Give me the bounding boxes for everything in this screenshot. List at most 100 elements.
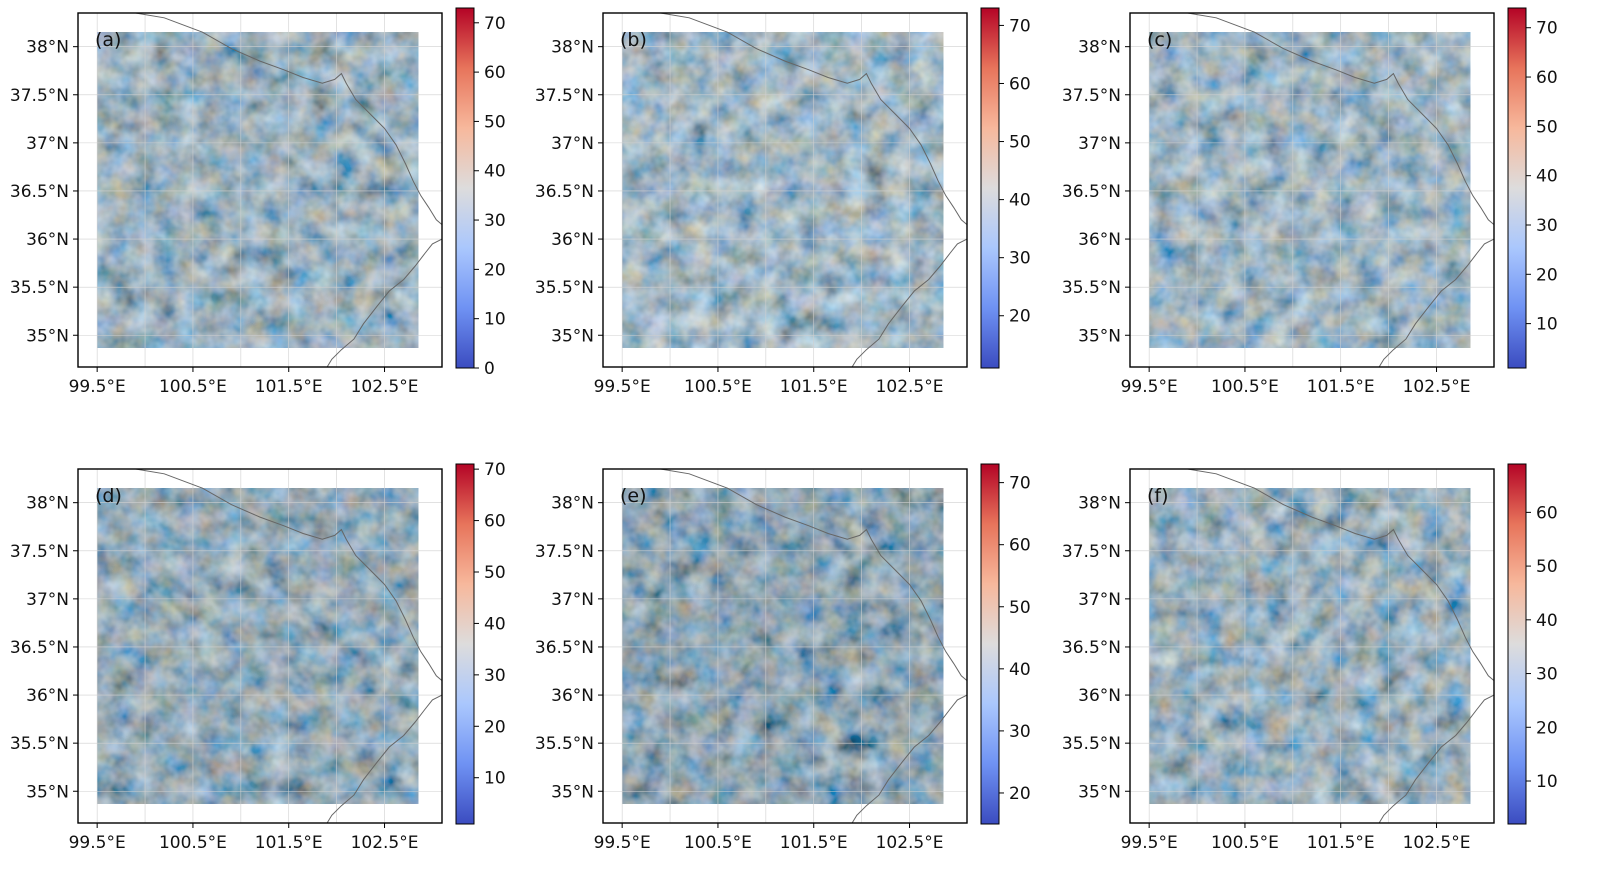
province-border [135, 13, 442, 225]
x-tick-label: 102.5°E [351, 377, 419, 397]
y-tick-label: 38°N [1078, 38, 1121, 58]
y-tick-label: 35°N [26, 326, 69, 346]
y-tick-label: 35.5°N [10, 278, 69, 298]
colorbar-tick-label: 60 [1536, 503, 1558, 523]
colorbar-tick-label: 20 [1536, 265, 1558, 285]
colorbar-tick-label: 50 [1009, 598, 1031, 618]
colorbar-tick-label: 50 [1536, 557, 1558, 577]
y-tick-label: 37.5°N [10, 86, 69, 106]
province-border [1378, 694, 1494, 823]
x-tick-label: 101.5°E [1307, 377, 1375, 397]
colorbar-d: 10 20 30 40 50 60 70 [455, 460, 506, 825]
map-frame [1129, 12, 1495, 368]
colorbar-gradient [455, 463, 475, 825]
colorbar-tick-label: 30 [1009, 722, 1031, 742]
data-field-texture [622, 488, 944, 804]
panel-label: (a) [95, 29, 121, 51]
x-tick-label: 99.5°E [594, 377, 651, 397]
panel-label: (d) [95, 485, 122, 507]
y-tick-label: 35°N [26, 782, 69, 802]
y-tick-label: 35.5°N [1062, 278, 1121, 298]
y-tick-label: 36.5°N [1062, 638, 1121, 658]
data-field-texture [1149, 32, 1471, 348]
colorbar-tick-label: 30 [1536, 216, 1558, 236]
x-tick-label: 99.5°E [69, 377, 126, 397]
y-tick-label: 38°N [551, 38, 594, 58]
y-tick-label: 38°N [26, 494, 69, 514]
panel-label: (e) [620, 485, 647, 507]
colorbar-tick-label: 40 [484, 614, 506, 634]
colorbar-gradient [980, 7, 1000, 369]
colorbar-tick-label: 30 [1536, 665, 1558, 685]
colorbar-tick-label: 70 [1009, 474, 1031, 494]
y-tick-label: 37°N [1078, 590, 1121, 610]
colorbar-gradient [455, 7, 475, 369]
y-tick-label: 36°N [26, 686, 69, 706]
y-tick-label: 37°N [551, 590, 594, 610]
x-tick-label: 100.5°E [684, 377, 752, 397]
colorbar-c: 10 20 30 40 50 60 70 [1507, 7, 1558, 369]
y-tick-label: 36.5°N [10, 182, 69, 202]
map-panel-e: (e) 99.5°E 100.5°E 101.5°E 102.5°E 35°N 35.5°N… [535, 463, 1031, 853]
colorbar-tick-label: 40 [1536, 611, 1558, 631]
x-tick-label: 99.5°E [69, 833, 126, 853]
x-tick-label: 101.5°E [780, 833, 848, 853]
data-field-texture [97, 32, 419, 348]
province-border [135, 469, 442, 681]
colorbar-tick-label: 70 [484, 460, 506, 480]
colorbar-tick-label: 60 [1009, 74, 1031, 94]
y-tick-label: 37.5°N [10, 542, 69, 562]
y-tick-label: 37.5°N [535, 542, 594, 562]
y-tick-label: 36.5°N [1062, 182, 1121, 202]
colorbar-tick-label: 50 [484, 563, 506, 583]
x-tick-label: 99.5°E [1121, 377, 1178, 397]
y-tick-label: 35.5°N [535, 278, 594, 298]
colorbar-tick-label: 40 [1009, 660, 1031, 680]
data-field-texture [622, 32, 944, 348]
y-tick-label: 35°N [1078, 326, 1121, 346]
colorbar-gradient [980, 463, 1000, 825]
y-tick-label: 35°N [551, 326, 594, 346]
y-tick-label: 35.5°N [535, 734, 594, 754]
colorbar-gradient [1507, 7, 1527, 369]
x-tick-label: 102.5°E [1403, 377, 1471, 397]
province-border [1378, 238, 1494, 367]
colorbar-tick-label: 40 [1536, 167, 1558, 187]
y-tick-label: 36°N [1078, 230, 1121, 250]
colorbar-b: 20 30 40 50 60 70 [980, 7, 1031, 369]
data-field-texture [97, 488, 419, 804]
province-border [1187, 13, 1494, 225]
colorbar-tick-label: 50 [1009, 133, 1031, 153]
y-tick-label: 35.5°N [1062, 734, 1121, 754]
panel-label: (b) [620, 29, 647, 51]
y-tick-label: 36.5°N [535, 638, 594, 658]
province-border [851, 694, 967, 823]
map-panel-d: (d) 99.5°E 100.5°E 101.5°E 102.5°E 35°N 35.5°N… [10, 460, 506, 853]
province-border [1187, 469, 1494, 681]
x-tick-label: 99.5°E [1121, 833, 1178, 853]
y-tick-label: 36°N [551, 686, 594, 706]
y-tick-label: 35°N [1078, 782, 1121, 802]
y-tick-label: 38°N [1078, 494, 1121, 514]
colorbar-tick-label: 60 [484, 512, 506, 532]
map-frame [602, 12, 968, 368]
colorbar-tick-label: 10 [1536, 772, 1558, 792]
colorbar-tick-label: 50 [1536, 117, 1558, 137]
colorbar-tick-label: 30 [1009, 249, 1031, 269]
colorbar-tick-label: 20 [484, 717, 506, 737]
colorbar-tick-label: 30 [484, 211, 506, 231]
map-frame [77, 468, 443, 824]
y-tick-label: 37°N [26, 134, 69, 154]
colorbar-tick-label: 20 [1009, 784, 1031, 804]
colorbar-tick-label: 70 [1009, 16, 1031, 36]
province-border [851, 238, 967, 367]
x-tick-label: 102.5°E [1403, 833, 1471, 853]
province-border [660, 13, 967, 225]
map-frame [1129, 468, 1495, 824]
colorbar-tick-label: 20 [1536, 718, 1558, 738]
y-tick-label: 36°N [1078, 686, 1121, 706]
y-tick-label: 36°N [551, 230, 594, 250]
map-frame [77, 12, 443, 368]
